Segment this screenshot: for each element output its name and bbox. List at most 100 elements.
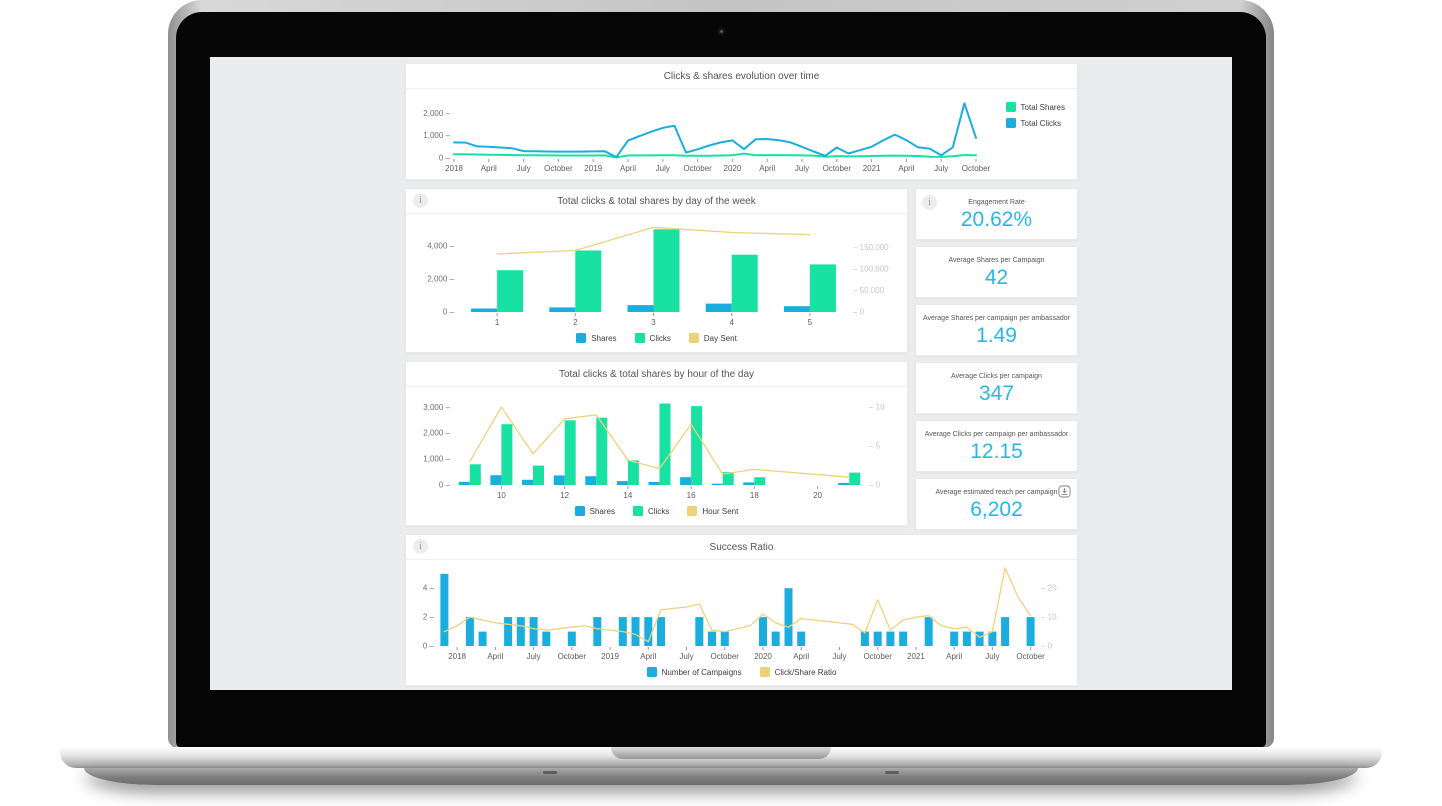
success-ratio-legend: Number of Campaigns Click/Share Ratio [406,667,1077,677]
svg-text:4 –: 4 – [423,584,435,593]
download-icon[interactable] [1058,485,1071,498]
svg-text:2: 2 [573,318,578,327]
evolution-legend: Total Shares Total Clicks [1005,102,1065,128]
svg-text:– 20: – 20 [1041,584,1057,593]
by-day-legend: Shares Clicks Day Sent [406,333,907,343]
kpi-label: Average estimated reach per campaign [935,488,1058,496]
svg-text:October: October [711,652,740,661]
laptop-base-underside [84,768,1358,785]
legend-item-click-share-ratio[interactable]: Click/Share Ratio [759,667,837,677]
svg-text:2020: 2020 [754,652,772,661]
legend-swatch [759,667,770,677]
info-icon[interactable]: i [413,539,428,554]
kpi-value: 6,202 [970,497,1023,521]
svg-text:2018: 2018 [448,652,466,661]
svg-text:10: 10 [497,491,506,500]
legend-swatch [646,667,657,677]
legend-swatch [688,333,699,343]
svg-text:2020: 2020 [724,164,742,173]
card-by-day-head: i Total clicks & total shares by day of … [406,189,907,214]
legend-item-shares[interactable]: Shares [574,506,615,516]
svg-text:April: April [620,164,636,173]
kpi-label: Average Shares per Campaign [948,256,1045,264]
kpi-value: 42 [984,265,1009,289]
legend-item-clicks[interactable]: Clicks [632,506,669,516]
kpi-value: 347 [978,381,1015,405]
svg-text:1,000 –: 1,000 – [423,455,450,464]
success-ratio-chart: 0 – 2 – 4 – – 0 – 10 – 20 2018 April July October… [423,567,1057,661]
svg-text:3: 3 [651,318,656,327]
svg-text:– 150,000: – 150,000 [853,243,889,252]
kpi-label: Average Shares per campaign per ambassad… [923,314,1070,322]
legend-item-day-sent[interactable]: Day Sent [688,333,737,343]
svg-text:0 –: 0 – [439,154,451,163]
kpi-card: Average Clicks per campaign 347 [915,362,1078,414]
svg-text:July: July [516,164,530,173]
svg-text:16: 16 [687,491,696,500]
card-evolution: Clicks & shares evolution over time 0 – 1… [405,63,1078,180]
svg-text:July: July [526,652,540,661]
laptop-base-notch [611,747,831,759]
svg-text:October: October [823,164,852,173]
kpi-card: i Engagement Rate 20.62% [915,188,1078,240]
svg-text:2,000 –: 2,000 – [423,109,450,118]
svg-text:October: October [863,652,892,661]
by-hour-chart: 0 – 1,000 – 2,000 – 3,000 – – 0 – 5 – 10 10 12 14… [423,403,885,500]
svg-text:2,000 –: 2,000 – [423,429,450,438]
kpi-label: Average Clicks per campaign [951,372,1042,380]
svg-text:– 0: – 0 [1041,642,1053,651]
legend-label: Click/Share Ratio [774,667,837,677]
card-by-day-body: 0 – 2,000 – 4,000 – – 0 – 50,000 – 100,000 – 1… [406,214,907,343]
kpi-label: Engagement Rate [968,198,1025,206]
legend-item-shares[interactable]: Shares [576,333,617,343]
kpi-column: i Engagement Rate 20.62% Average Shares per… [915,188,1078,530]
svg-text:2019: 2019 [601,652,619,661]
legend-swatch [574,506,585,516]
legend-label: Day Sent [703,333,737,343]
legend-item-clicks[interactable]: Clicks [634,333,671,343]
svg-text:2019: 2019 [584,164,602,173]
legend-label: Total Shares [1020,102,1065,112]
svg-text:– 5: – 5 [869,442,881,451]
by-day-chart: 0 – 2,000 – 4,000 – – 0 – 50,000 – 100,000 – 1… [427,226,889,327]
legend-item-total-shares[interactable]: Total Shares [1005,102,1065,112]
svg-text:October: October [544,164,573,173]
card-by-hour: Total clicks & total shares by hour of t… [405,361,908,526]
svg-text:1: 1 [495,318,500,327]
legend-item-number-of-campaigns[interactable]: Number of Campaigns [646,667,742,677]
by-hour-legend: Shares Clicks Hour Sent [406,506,907,516]
card-evolution-head: Clicks & shares evolution over time [406,64,1077,89]
info-icon[interactable]: i [922,195,937,210]
legend-swatch [1005,118,1016,128]
svg-text:April: April [487,652,503,661]
svg-text:20: 20 [813,491,822,500]
webcam [717,27,726,36]
svg-text:April: April [898,164,914,173]
legend-label: Clicks [649,333,671,343]
legend-label: Shares [589,506,615,516]
svg-text:– 100,000: – 100,000 [853,265,889,274]
svg-text:2 –: 2 – [423,613,435,622]
svg-text:April: April [793,652,809,661]
legend-swatch [687,506,698,516]
svg-text:1,000 –: 1,000 – [423,131,450,140]
card-by-hour-body: 0 – 1,000 – 2,000 – 3,000 – – 0 – 5 – 10 10 12 14… [406,387,907,516]
svg-text:October: October [558,652,587,661]
svg-text:14: 14 [623,491,632,500]
svg-text:July: July [656,164,670,173]
svg-text:0 –: 0 – [439,481,451,490]
kpi-card: Average Shares per Campaign 42 [915,246,1078,298]
evolution-chart: 0 – 1,000 – 2,000 – 2018 April July October 201… [423,102,991,173]
legend-item-total-clicks[interactable]: Total Clicks [1005,118,1065,128]
info-icon[interactable]: i [413,193,428,208]
svg-text:2021: 2021 [907,652,925,661]
svg-text:– 0: – 0 [869,481,881,490]
screen: Clicks & shares evolution over time 0 – 1… [210,57,1232,690]
svg-text:April: April [946,652,962,661]
card-by-day-title: Total clicks & total shares by day of th… [557,195,756,207]
legend-label: Shares [591,333,617,343]
kpi-card: Average estimated reach per campaign 6,20… [915,478,1078,530]
legend-item-hour-sent[interactable]: Hour Sent [687,506,738,516]
svg-text:2018: 2018 [445,164,463,173]
